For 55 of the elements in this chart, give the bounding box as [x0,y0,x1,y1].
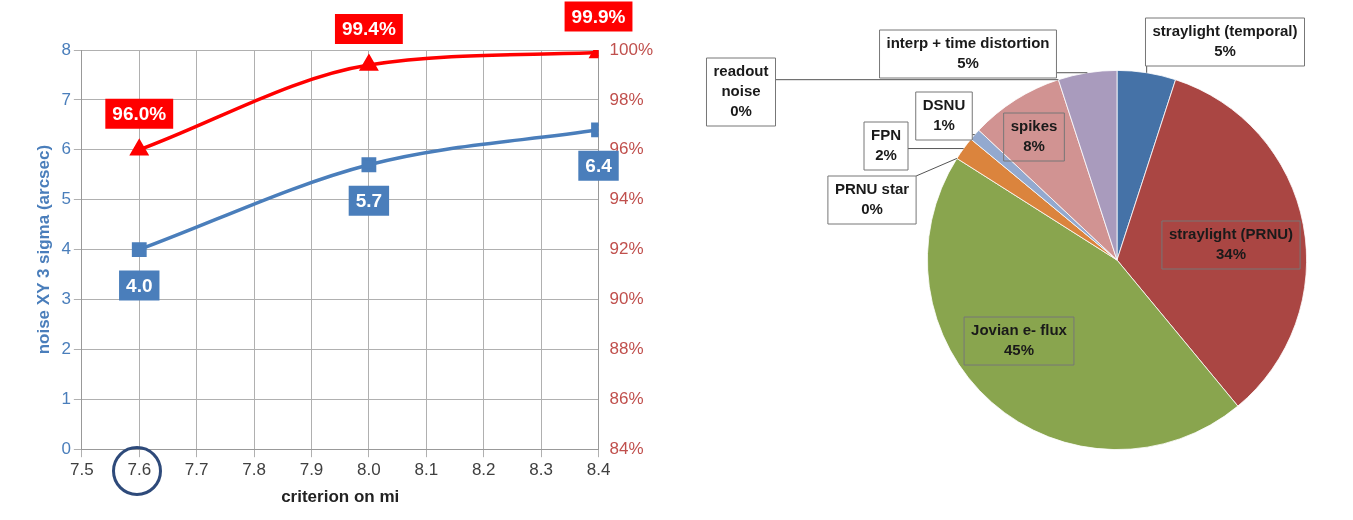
y-tick-label: 2 [61,339,71,359]
y2-tick-label: 98% [609,89,644,109]
y-tick-label: 5 [61,189,71,209]
y-tick-label: 0 [61,438,71,458]
data-label: 6.4 [585,155,613,177]
slice-label: interp + time distortion [886,34,1050,52]
data-label: 8% [1023,137,1045,155]
y2-tick-label: 88% [609,339,644,359]
y-axis-title: noise XY 3 sigma (arcsec) [33,144,53,355]
y2-tick-label: 90% [609,289,644,309]
y-tick-label: 6 [61,139,71,159]
data-label: 2% [875,146,897,164]
data-label: 1% [933,116,955,134]
slice-label: spikes [1010,117,1058,135]
x-tick-label: 7.7 [184,460,209,480]
slice-label: Jovian e- flux [971,321,1068,339]
point [361,157,377,173]
data-label: 4.0 [126,274,153,296]
y2-tick-label: 94% [609,189,644,209]
x-axis-title: criterion on mi [281,487,400,507]
data-label: 96.0% [112,103,167,125]
data-label: 45% [1003,341,1035,359]
y-tick-label: 3 [61,289,71,309]
y-tick-label: 1 [61,388,71,408]
x-tick-label: 7.5 [70,460,94,480]
slice-label: straylight (PRNU) [1168,225,1294,243]
slice-label: FPN [871,126,901,144]
data-label: 34% [1215,245,1247,263]
data-label: 5.7 [355,190,383,211]
y-tick-label: 4 [61,239,71,259]
y-tick-label: 8 [61,39,71,59]
point [131,242,147,258]
x-tick-label: 8.3 [529,460,553,480]
category-label: readout noise [713,62,769,100]
text: 0% [861,200,883,218]
data-label: 5% [957,54,979,72]
data-label: 99.4% [341,18,396,40]
x-tick-label: 8.2 [471,460,496,480]
category-label: PRNU star [834,180,910,198]
data-label: 99.9% [571,5,626,27]
x-tick-label: 8.1 [414,460,439,480]
y2-tick-label: 100% [609,39,653,59]
x-tick-label: 8.0 [357,460,381,480]
text: 0% [730,102,752,120]
y2-tick-label: 86% [609,388,644,408]
x-tick-label: 7.8 [242,460,266,480]
slice-label: DSNU [922,96,966,114]
data-label: 5% [1214,42,1236,60]
y2-tick-label: 92% [609,239,644,259]
x-tick-label: 7.9 [299,460,324,480]
x-tick-label: 8.4 [586,460,611,480]
y-tick-label: 7 [61,89,71,109]
y2-tick-label: 84% [609,438,644,458]
x-tick-label: 7.6 [127,460,152,480]
slice-label: straylight (temporal) [1152,22,1298,40]
